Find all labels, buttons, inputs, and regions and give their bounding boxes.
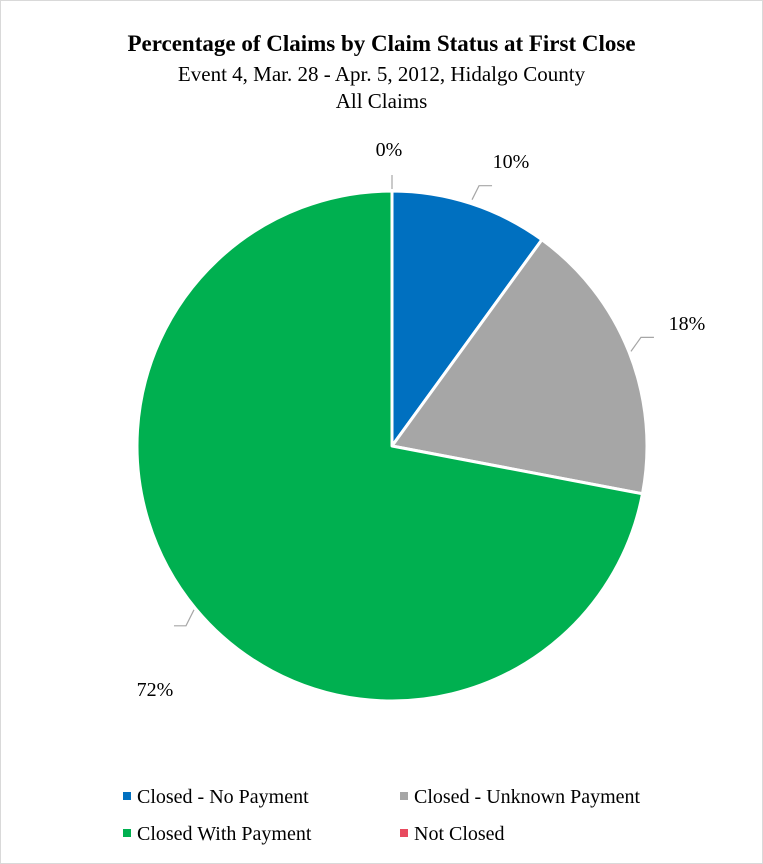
data-label-closed-with-payment: 72% (137, 679, 174, 701)
chart-title: Percentage of Claims by Claim Status at … (127, 31, 636, 56)
legend-item-closed-with-payment: Closed With Payment (123, 823, 311, 846)
legend-swatch (400, 792, 408, 801)
chart-subtitle-secondary: All Claims (335, 89, 428, 113)
legend-item-closed-no-payment: Closed - No Payment (123, 786, 309, 809)
legend-swatch (123, 792, 131, 801)
pie-slices (135, 189, 649, 703)
pie-slice-closed-with-payment (135, 189, 644, 703)
chart-subtitle: Event 4, Mar. 28 - Apr. 5, 2012, Hidalgo… (177, 62, 586, 86)
leader-line-closed-with-payment (173, 609, 195, 627)
leader-lines (173, 175, 654, 627)
pie-slice-closed-unknown-payment (390, 238, 649, 496)
data-label-closed-unknown-payment: 18% (669, 313, 706, 335)
legend-swatch (123, 829, 131, 838)
legend-swatch (400, 829, 408, 838)
legend-label: Closed - No Payment (137, 786, 309, 808)
data-label-not-closed: 0% (376, 139, 403, 161)
legend-item-closed-unknown-payment: Closed - Unknown Payment (400, 786, 640, 809)
legend-label: Closed With Payment (137, 823, 312, 845)
data-label-closed-no-payment: 10% (493, 151, 530, 173)
legend-label: Not Closed (414, 823, 505, 845)
pie-slice-closed-no-payment (390, 189, 544, 448)
leader-line-closed-unknown-payment (630, 336, 654, 352)
legend-label: Closed - Unknown Payment (414, 786, 641, 808)
legend-item-not-closed: Not Closed (400, 823, 505, 846)
leader-line-closed-no-payment (471, 185, 493, 200)
data-labels: 10% 18% 72% 0% (137, 139, 706, 701)
